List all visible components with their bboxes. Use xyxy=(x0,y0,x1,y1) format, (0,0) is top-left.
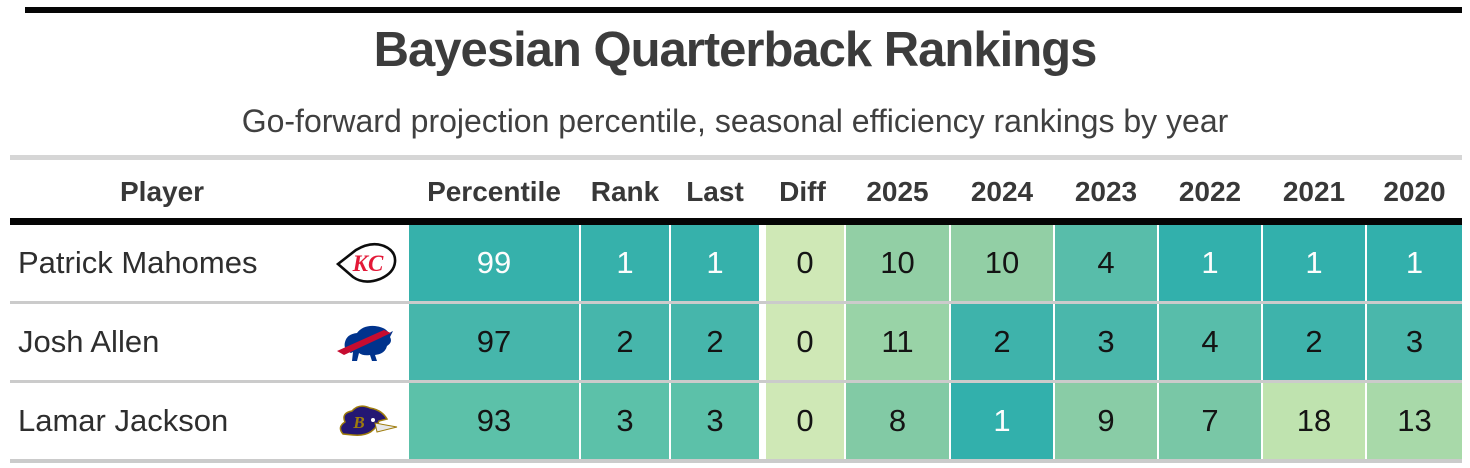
player-name: Lamar Jackson xyxy=(18,403,229,438)
column-header-2023: 2023 xyxy=(1074,175,1138,207)
column-header-2022: 2022 xyxy=(1178,175,1242,207)
column-header-rank: Rank xyxy=(590,175,660,207)
cell-rank: 3 xyxy=(581,383,669,459)
rankings-table: Player Percentile Rank Last Diff 2025 20… xyxy=(10,165,1462,463)
header-divider xyxy=(10,155,1462,160)
cell-rank: 1 xyxy=(581,225,669,301)
cell-2025: 11 xyxy=(846,304,949,380)
column-header-2024: 2024 xyxy=(970,175,1034,207)
cell-last: 2 xyxy=(671,304,759,380)
player-cell: Lamar Jackson B xyxy=(10,383,407,459)
cell-2024: 2 xyxy=(951,304,1053,380)
cell-2020: 1 xyxy=(1367,225,1462,301)
column-header-2025: 2025 xyxy=(866,175,929,207)
table-row: Lamar Jackson B 93 3 3 0 8 1 9 7 18 13 xyxy=(10,383,1462,463)
cell-percentile: 97 xyxy=(409,304,579,380)
svg-text:KC: KC xyxy=(352,251,384,276)
column-header-percentile: Percentile xyxy=(427,175,561,207)
cell-2021: 18 xyxy=(1263,383,1365,459)
column-header-2021: 2021 xyxy=(1282,175,1346,207)
ravens-logo-icon: B xyxy=(339,405,398,436)
cell-2022: 7 xyxy=(1159,383,1261,459)
cell-last: 1 xyxy=(671,225,759,301)
chiefs-logo-icon: KC xyxy=(335,242,397,283)
cell-2025: 8 xyxy=(846,383,949,459)
cell-percentile: 93 xyxy=(409,383,579,459)
cell-2023: 3 xyxy=(1055,304,1157,380)
cell-2025: 10 xyxy=(846,225,949,301)
page-title: Bayesian Quarterback Rankings xyxy=(373,23,1098,77)
cell-last: 3 xyxy=(671,383,759,459)
cell-2024: 10 xyxy=(951,225,1053,301)
cell-diff: 0 xyxy=(766,383,844,459)
cell-2022: 4 xyxy=(1159,304,1261,380)
player-cell: Josh Allen xyxy=(10,304,407,380)
cell-2023: 4 xyxy=(1055,225,1157,301)
bills-logo-icon xyxy=(337,324,394,361)
svg-text:B: B xyxy=(352,413,364,432)
cell-percentile: 99 xyxy=(409,225,579,301)
cell-2022: 1 xyxy=(1159,225,1261,301)
column-header-2020: 2020 xyxy=(1383,175,1446,207)
player-name: Josh Allen xyxy=(18,324,160,359)
table-row: Josh Allen 97 2 2 0 11 2 3 4 2 3 xyxy=(10,304,1462,383)
cell-rank: 2 xyxy=(581,304,669,380)
top-accent-bar xyxy=(25,7,1462,13)
cell-2021: 1 xyxy=(1263,225,1365,301)
table-row: Patrick Mahomes KC 99 1 1 0 10 10 4 1 1 … xyxy=(10,225,1462,304)
table-header-row: Player Percentile Rank Last Diff 2025 20… xyxy=(10,165,1462,218)
column-header-player: Player xyxy=(120,175,205,207)
cell-diff: 0 xyxy=(766,225,844,301)
cell-2021: 2 xyxy=(1263,304,1365,380)
cell-diff: 0 xyxy=(766,304,844,380)
column-header-diff: Diff xyxy=(779,175,826,207)
player-name: Patrick Mahomes xyxy=(18,245,258,280)
cell-2024: 1 xyxy=(951,383,1053,459)
column-header-last: Last xyxy=(686,175,744,207)
player-cell: Patrick Mahomes KC xyxy=(10,225,407,301)
header-rule xyxy=(10,218,1462,225)
page-subtitle: Go-forward projection percentile, season… xyxy=(241,103,1229,139)
cell-2020: 3 xyxy=(1367,304,1462,380)
cell-2020: 13 xyxy=(1367,383,1462,459)
cell-2023: 9 xyxy=(1055,383,1157,459)
